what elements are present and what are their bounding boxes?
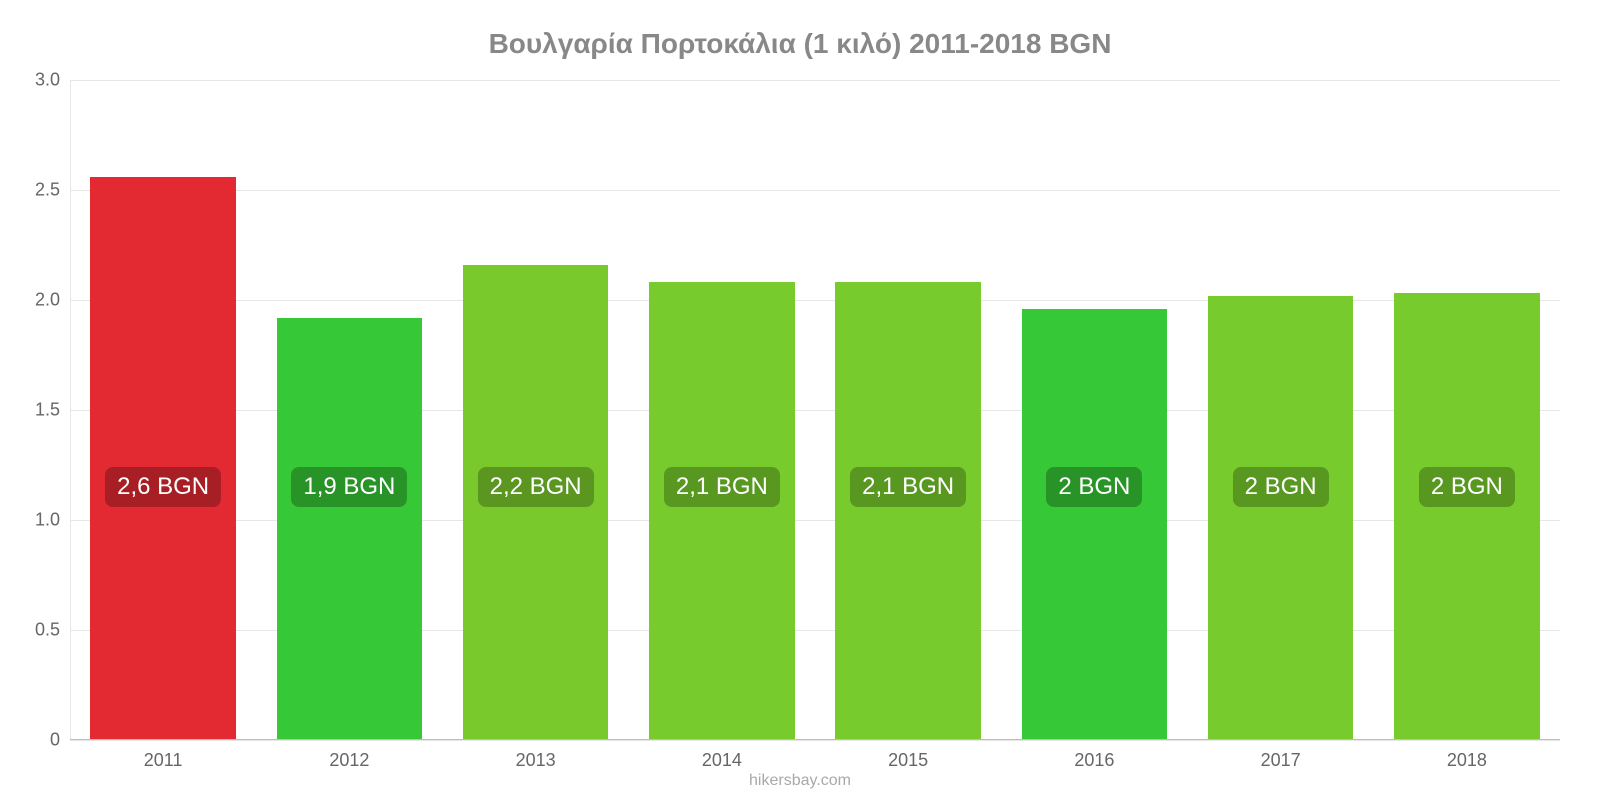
bar-value-label: 2,6 BGN <box>105 467 221 507</box>
x-tick-label: 2014 <box>702 750 742 771</box>
bar-value-label: 2,1 BGN <box>664 467 780 507</box>
bar <box>277 318 422 740</box>
y-tick-label: 2.0 <box>35 290 60 311</box>
plot-area: 00.51.01.52.02.53.0 2,6 BGN1,9 BGN2,2 BG… <box>70 80 1560 740</box>
chart-title: Βουλγαρία Πορτοκάλια (1 κιλό) 2011-2018 … <box>0 28 1600 60</box>
gridline <box>70 740 1560 741</box>
bars-group: 2,6 BGN 1,9 BGN 2,2 BGN 2,1 BGN 2,1 BGN 2 BGN… <box>70 80 1560 740</box>
bar-value-label: 2 BGN <box>1233 467 1329 507</box>
bar-value-label: 2,2 BGN <box>478 467 594 507</box>
x-axis-line <box>70 739 1560 740</box>
x-tick-label: 2018 <box>1447 750 1487 771</box>
y-tick-label: 0 <box>50 730 60 751</box>
bar <box>90 177 235 740</box>
bar <box>1022 309 1167 740</box>
y-tick-label: 1.0 <box>35 510 60 531</box>
bar-value-label: 2 BGN <box>1046 467 1142 507</box>
y-tick-label: 3.0 <box>35 70 60 91</box>
bar-value-label: 1,9 BGN <box>291 467 407 507</box>
x-tick-label: 2016 <box>1074 750 1114 771</box>
x-tick-label: 2017 <box>1261 750 1301 771</box>
x-tick-label: 2011 <box>144 750 183 771</box>
x-tick-label: 2013 <box>516 750 556 771</box>
bar-value-label: 2 BGN <box>1419 467 1515 507</box>
y-tick-label: 1.5 <box>35 400 60 421</box>
bar <box>1208 296 1353 740</box>
x-tick-label: 2012 <box>329 750 369 771</box>
bar <box>649 282 794 740</box>
chart-container: Βουλγαρία Πορτοκάλια (1 κιλό) 2011-2018 … <box>0 0 1600 800</box>
bar <box>1394 293 1539 740</box>
y-tick-label: 0.5 <box>35 620 60 641</box>
attribution-text: hikersbay.com <box>0 772 1600 790</box>
bar-value-label: 2,1 BGN <box>850 467 966 507</box>
bar <box>835 282 980 740</box>
x-tick-label: 2015 <box>888 750 928 771</box>
y-tick-label: 2.5 <box>35 180 60 201</box>
